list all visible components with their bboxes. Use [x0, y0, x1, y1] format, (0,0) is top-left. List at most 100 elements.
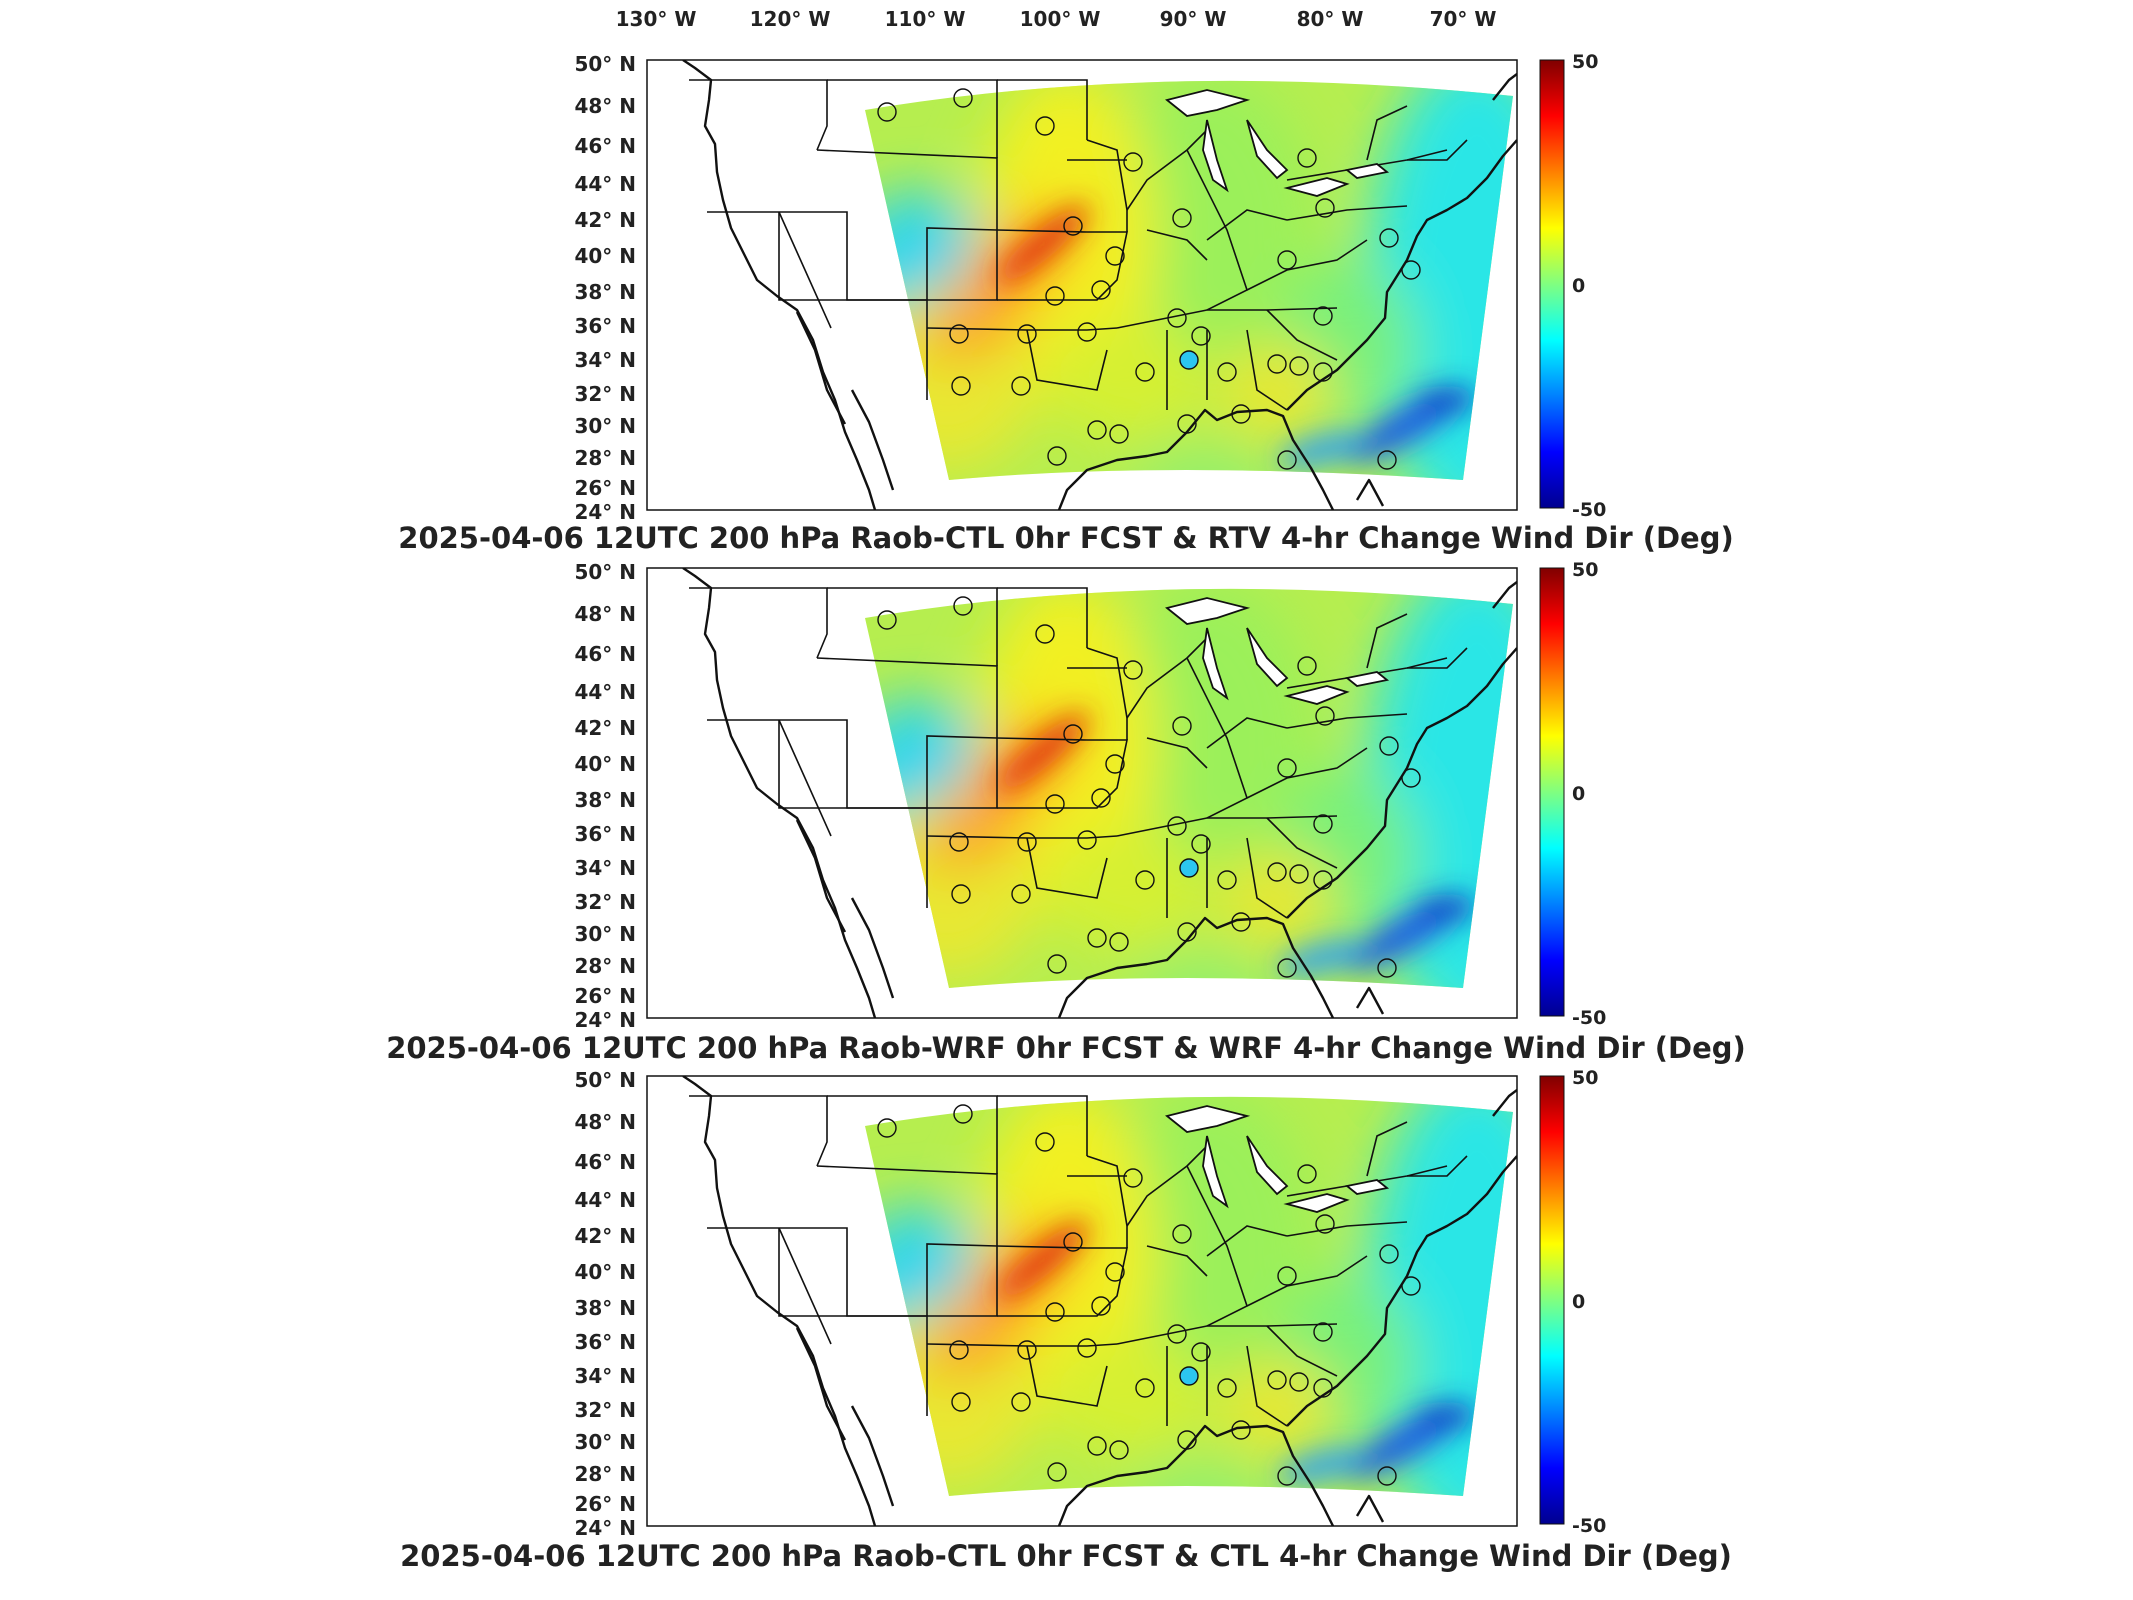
longitude-label: 90° W — [1160, 7, 1227, 31]
raob-station-marker — [1315, 198, 1335, 218]
raob-station-marker — [877, 102, 897, 122]
latitude-label: 40° N — [574, 1260, 636, 1284]
raob-station-marker — [1377, 450, 1397, 470]
map-panel-1 — [647, 50, 1587, 530]
raob-station-marker — [1123, 660, 1143, 680]
latitude-label: 26° N — [574, 984, 636, 1008]
raob-station-marker — [1267, 354, 1287, 374]
latitude-labels-panel-1: 50° N 48° N 46° N 44° N 42° N 40° N 38° N 36° N… — [574, 52, 636, 524]
raob-station-marker — [951, 1392, 971, 1412]
raob-station-marker — [1177, 922, 1197, 942]
raob-station-marker — [1379, 736, 1399, 756]
latitude-label: 46° N — [574, 134, 636, 158]
latitude-label: 36° N — [574, 1330, 636, 1354]
raob-station-marker — [1277, 758, 1297, 778]
raob-station-marker — [1063, 1232, 1083, 1252]
map-panel-3 — [647, 1066, 1587, 1546]
colorbar-mid-label: 0 — [1572, 783, 1585, 805]
latitude-label: 50° N — [574, 52, 636, 76]
latitude-label: 50° N — [574, 560, 636, 584]
raob-station-marker — [1297, 656, 1317, 676]
raob-station-marker — [1377, 958, 1397, 978]
latitude-label: 36° N — [574, 314, 636, 338]
raob-station-marker — [1167, 816, 1187, 836]
raob-station-marker — [1191, 834, 1211, 854]
raob-station-marker — [1297, 1164, 1317, 1184]
latitude-label: 38° N — [574, 1296, 636, 1320]
longitude-label: 110° W — [885, 7, 966, 31]
raob-station-marker — [1172, 1224, 1192, 1244]
longitude-label: 100° W — [1020, 7, 1101, 31]
raob-station-marker — [1231, 1420, 1251, 1440]
raob-station-marker — [953, 596, 973, 616]
raob-station-marker — [1105, 1262, 1125, 1282]
raob-station-marker — [951, 376, 971, 396]
latitude-label: 48° N — [574, 602, 636, 626]
longitude-label: 70° W — [1430, 7, 1497, 31]
raob-station-marker — [1377, 1466, 1397, 1486]
latitude-label: 46° N — [574, 642, 636, 666]
latitude-label: 32° N — [574, 382, 636, 406]
raob-station-marker — [1313, 1378, 1333, 1398]
panel-title-2: 2025-04-06 12UTC 200 hPa Raob-WRF 0hr FC… — [386, 1031, 1746, 1065]
raob-station-marker — [1191, 1342, 1211, 1362]
raob-station-marker — [1035, 1132, 1055, 1152]
raob-station-marker — [1401, 1276, 1421, 1296]
raob-station-marker — [1091, 1296, 1111, 1316]
latitude-label: 24° N — [574, 500, 636, 524]
raob-station-marker — [1035, 624, 1055, 644]
latitude-label: 28° N — [574, 446, 636, 470]
raob-station-marker — [1109, 932, 1129, 952]
raob-station-marker — [1047, 1462, 1067, 1482]
latitude-label: 44° N — [574, 1188, 636, 1212]
raob-station-marker — [1091, 280, 1111, 300]
raob-station-marker — [1091, 788, 1111, 808]
latitude-label: 42° N — [574, 1224, 636, 1248]
raob-station-marker — [1179, 350, 1199, 370]
colorbar-min-label: -50 — [1572, 1007, 1606, 1029]
longitude-label: 120° W — [750, 7, 831, 31]
raob-station-marker — [1087, 928, 1107, 948]
raob-station-marker — [1191, 326, 1211, 346]
raob-station-marker — [1123, 152, 1143, 172]
colorbar-min-label: -50 — [1572, 1515, 1606, 1537]
raob-station-marker — [1077, 830, 1097, 850]
raob-station-marker — [949, 324, 969, 344]
raob-station-marker — [1167, 308, 1187, 328]
raob-station-marker — [1045, 286, 1065, 306]
panel-title-3: 2025-04-06 12UTC 200 hPa Raob-CTL 0hr FC… — [400, 1539, 1732, 1573]
raob-station-marker — [949, 832, 969, 852]
latitude-label: 26° N — [574, 476, 636, 500]
raob-station-marker — [1313, 362, 1333, 382]
raob-station-marker — [1105, 246, 1125, 266]
latitude-label: 38° N — [574, 280, 636, 304]
raob-station-marker — [1313, 306, 1333, 326]
raob-station-marker — [1047, 446, 1067, 466]
raob-station-marker — [1177, 1430, 1197, 1450]
latitude-label: 30° N — [574, 922, 636, 946]
raob-station-marker — [1035, 116, 1055, 136]
panel-title-1: 2025-04-06 12UTC 200 hPa Raob-CTL 0hr FC… — [398, 521, 1733, 555]
raob-station-marker — [1313, 1322, 1333, 1342]
raob-station-marker — [877, 1118, 897, 1138]
colorbar-max-label: 50 — [1572, 51, 1598, 73]
latitude-label: 48° N — [574, 1110, 636, 1134]
raob-station-marker — [1172, 208, 1192, 228]
raob-station-marker — [1277, 958, 1297, 978]
latitude-label: 26° N — [574, 1492, 636, 1516]
raob-station-marker — [1277, 1466, 1297, 1486]
latitude-label: 34° N — [574, 856, 636, 880]
raob-station-marker — [1017, 832, 1037, 852]
latitude-labels-panel-3: 50° N 48° N 46° N 44° N 42° N 40° N 38° N 36° N… — [574, 1068, 636, 1540]
raob-station-marker — [1313, 870, 1333, 890]
raob-station-marker — [1277, 250, 1297, 270]
raob-station-marker — [1217, 1378, 1237, 1398]
colorbar-min-label: -50 — [1572, 499, 1606, 521]
raob-station-marker — [1379, 1244, 1399, 1264]
raob-station-marker — [1087, 420, 1107, 440]
latitude-label: 34° N — [574, 348, 636, 372]
raob-station-marker — [1217, 870, 1237, 890]
raob-station-marker — [1011, 376, 1031, 396]
raob-station-marker — [1077, 322, 1097, 342]
latitude-label: 44° N — [574, 172, 636, 196]
